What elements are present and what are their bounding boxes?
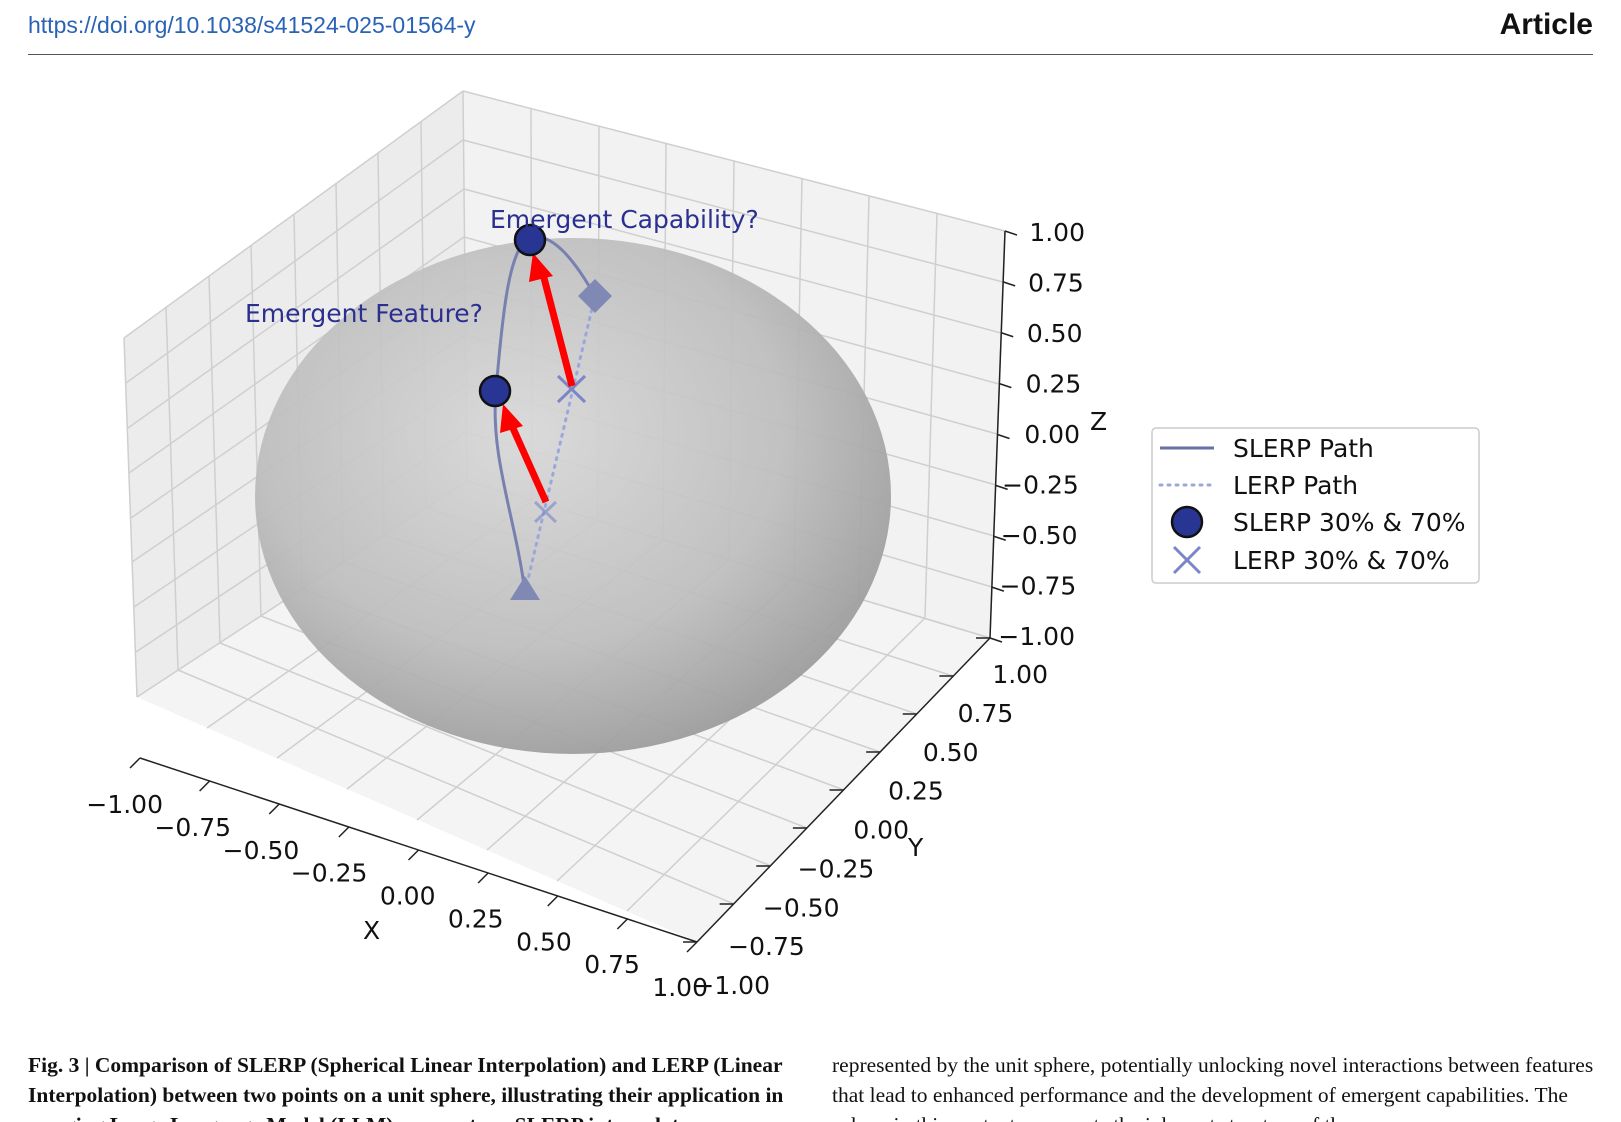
figure-caption-continuation: in merging Large Language Model (LLM) pa… — [28, 1083, 784, 1122]
lerp-x-stroke — [1172, 545, 1202, 575]
z-tick-label: 0.00 — [1024, 420, 1080, 449]
lerp-point-marker — [533, 500, 558, 524]
slerp-point-marker — [513, 223, 547, 257]
x-tick-label: −0.50 — [223, 836, 300, 865]
unit-sphere — [255, 238, 891, 754]
x-tick-mark — [199, 780, 211, 792]
x-tick-mark — [338, 826, 350, 838]
x-tick-label: −0.75 — [154, 813, 231, 842]
lerp-x-stroke — [533, 500, 558, 524]
figure-caption: Fig. 3 | Comparison of SLERP (Spherical … — [28, 1050, 798, 1122]
lerp-point-marker — [556, 374, 587, 404]
x-tick-label: 0.25 — [448, 904, 504, 933]
z-tick-mark — [997, 433, 1010, 440]
y-tick-label: 1.00 — [992, 660, 1048, 689]
slerp-point-marker — [478, 374, 512, 408]
slerp-lerp-3d-chart: Emergent Capability? Emergent Feature? −… — [86, 90, 1480, 1002]
x-tick-label: −0.25 — [291, 859, 368, 888]
y-tick-label: −1.00 — [693, 971, 770, 1000]
arrow-lower — [500, 404, 550, 504]
page-header: https://doi.org/10.1038/s41524-025-01564… — [28, 0, 1593, 55]
z-tick-label: −1.00 — [998, 622, 1075, 651]
arrow-head — [500, 404, 523, 433]
y-tick-label: 0.00 — [853, 816, 909, 845]
x-tick-mark — [686, 941, 698, 953]
z-tick-mark — [1001, 332, 1014, 338]
axis-ticks — [129, 230, 1018, 953]
grid-line — [463, 188, 1002, 334]
x-axis-label: X — [363, 916, 380, 945]
legend-entry-lerp-points: LERP 30% & 70% — [1233, 546, 1450, 575]
z-tick-label: −0.75 — [1000, 572, 1077, 601]
body-text: represented by the unit sphere, potentia… — [832, 1053, 1594, 1122]
x-tick-label: −1.00 — [86, 790, 163, 819]
figure-caption-label: Fig. 3 | Comparison of SLERP (Spherical … — [28, 1053, 783, 1107]
z-tick-label: 1.00 — [1029, 218, 1085, 247]
z-tick-mark — [1002, 281, 1016, 287]
arrow-upper — [529, 253, 576, 387]
y-tick-label: 0.50 — [923, 738, 979, 767]
x-tick-mark — [547, 895, 559, 907]
annotation-emergent-capability: Emergent Capability? — [490, 205, 759, 234]
lerp-x-stroke — [556, 374, 587, 404]
doi-link[interactable]: https://doi.org/10.1038/s41524-025-01564… — [28, 12, 476, 38]
legend-frame — [1151, 427, 1480, 584]
grid-line — [127, 188, 465, 429]
y-tick-label: −0.50 — [763, 893, 840, 922]
x-tick-label: 0.50 — [516, 927, 572, 956]
y-tick-labels: −1.00 −0.75 −0.50 −0.25 0.00 0.25 0.50 0.75 1.00 — [693, 660, 1048, 1000]
z-tick-mark — [991, 586, 1005, 592]
z-tick-mark — [999, 382, 1012, 389]
legend-lerp-points-swatch — [1172, 545, 1202, 575]
grid-line — [462, 139, 1004, 283]
start-point-marker — [510, 576, 540, 600]
z-tick-label: 0.25 — [1026, 370, 1082, 399]
z-tick-label: 0.75 — [1028, 269, 1084, 298]
x-tick-label: 1.00 — [652, 973, 708, 1002]
legend: SLERP Path LERP Path SLERP 30% & 70% LER… — [1151, 427, 1480, 584]
z-tick-mark — [1004, 230, 1018, 236]
y-tick-label: 0.75 — [958, 699, 1014, 728]
legend-slerp-points-swatch — [1170, 505, 1204, 539]
x-tick-mark — [616, 918, 628, 930]
grid-line — [123, 337, 138, 698]
x-tick-label: 0.00 — [380, 882, 436, 911]
z-tick-mark — [993, 535, 1006, 541]
arrow-head — [529, 253, 553, 282]
y-tick-label: 0.25 — [888, 777, 944, 806]
z-tick-labels: −1.00 −0.75 −0.50 −0.25 0.00 0.25 0.50 0.75 1.00 — [998, 218, 1085, 651]
annotation-emergent-feature: Emergent Feature? — [245, 299, 483, 328]
arrow-shaft — [539, 273, 576, 387]
section-label: Article — [1499, 8, 1593, 41]
x-tick-labels: −1.00−0.75−0.50−0.25 0.00 0.25 0.50 0.75 1.00 — [86, 790, 708, 1002]
x-tick-mark — [477, 872, 489, 884]
z-tick-label: −0.25 — [1002, 471, 1079, 500]
slerp-path — [493, 235, 597, 593]
y-tick-label: −0.75 — [728, 932, 805, 961]
grid-line — [123, 90, 464, 339]
z-tick-label: 0.50 — [1027, 319, 1083, 348]
z-tick-mark — [995, 484, 1008, 491]
legend-entry-slerp-points: SLERP 30% & 70% — [1233, 508, 1466, 537]
x-tick-label: 0.75 — [584, 950, 640, 979]
y-tick-label: −0.25 — [798, 854, 875, 883]
grid-line — [462, 90, 1006, 232]
grid-line — [177, 669, 735, 905]
z-tick-label: −0.50 — [1001, 521, 1078, 550]
x-tick-mark — [407, 849, 420, 861]
z-axis-label: Z — [1090, 407, 1107, 436]
lerp-path — [523, 294, 597, 594]
y-axis-label: Y — [907, 833, 924, 862]
arrow-shaft — [508, 424, 550, 504]
z-tick-mark — [989, 637, 1003, 643]
grid-line — [219, 642, 772, 867]
x-tick-mark — [129, 757, 141, 769]
grid-line — [165, 306, 179, 671]
legend-entry-lerp-path: LERP Path — [1233, 471, 1358, 500]
grid-line — [125, 139, 464, 384]
legend-entry-slerp-path: SLERP Path — [1233, 434, 1374, 463]
x-tick-mark — [268, 803, 280, 815]
